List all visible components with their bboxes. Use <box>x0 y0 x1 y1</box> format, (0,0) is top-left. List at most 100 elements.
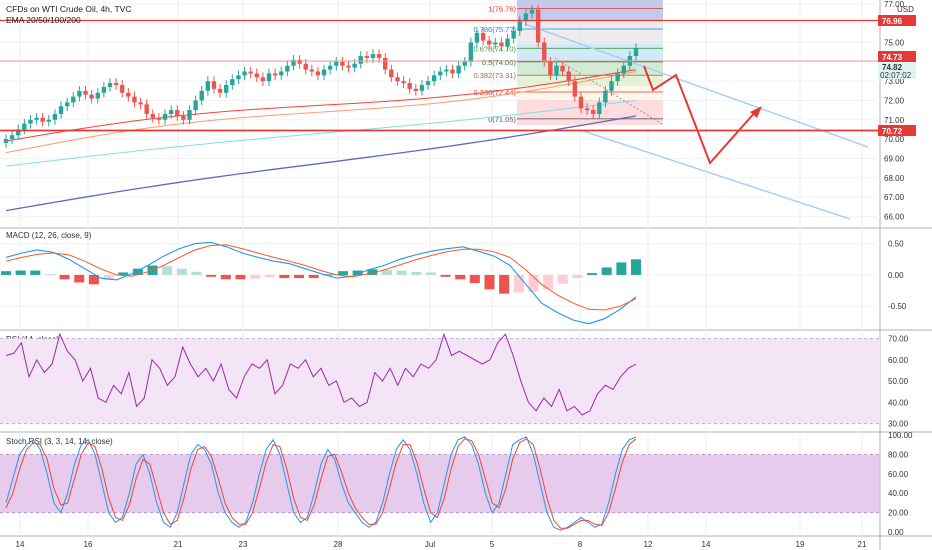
macd-hist-bar <box>118 272 129 275</box>
macd-hist-bar <box>381 269 392 275</box>
candle-body <box>511 30 516 39</box>
macd-hist-bar <box>264 274 275 278</box>
macd-hist-bar <box>132 268 143 275</box>
candle-body <box>175 110 180 116</box>
macd-hist-bar <box>396 270 407 275</box>
stoch-tick-label: 80.00 <box>888 450 909 459</box>
ema-lines <box>5 69 637 212</box>
ema-line <box>5 100 637 167</box>
candle-body <box>499 42 504 47</box>
candle-body <box>389 69 394 78</box>
macd-hist-bar <box>572 274 583 279</box>
macd-hist-bar <box>425 272 436 275</box>
candle-body <box>120 85 125 93</box>
candle-body <box>578 96 584 109</box>
candle-body <box>95 92 100 99</box>
price-axis[interactable]: 66.00 67.00 68.00 69.00 70.00 71.00 72.00 73.00… <box>884 0 913 537</box>
candle-body <box>254 73 259 78</box>
candle-body <box>138 102 143 105</box>
candle-body <box>609 81 614 91</box>
candle-body <box>383 57 388 70</box>
rsi-line <box>5 332 637 416</box>
fib-level-label: 0.382(73.31) <box>473 71 516 80</box>
candle-body <box>236 75 241 80</box>
candle-body <box>187 110 192 120</box>
candle-body <box>493 42 498 45</box>
time-tick-label: 19 <box>796 540 805 549</box>
candle-body <box>260 77 266 82</box>
dotted-trend-line <box>554 57 663 125</box>
candle-body <box>266 73 272 82</box>
macd-hist-bar <box>279 274 290 279</box>
ema-line <box>5 115 637 212</box>
fib-lines <box>517 8 663 120</box>
candle-body <box>46 119 52 122</box>
candle-body <box>89 94 94 99</box>
candle-body <box>480 32 486 41</box>
candle-body <box>529 9 535 14</box>
candle-body <box>566 71 571 82</box>
tag-lower-bg <box>878 125 916 136</box>
macd-hist-bar <box>191 271 202 275</box>
candle-body <box>590 110 596 114</box>
tag-lower: 70.72 <box>882 127 903 136</box>
candle-body <box>523 13 529 22</box>
time-tick-label: 14 <box>702 540 711 549</box>
candle-body <box>321 69 327 76</box>
price-pane[interactable]: 1(76.76)0.786(75.7?)0.6?8(74.70)0.5(74.0… <box>0 0 880 220</box>
candle-body <box>181 115 186 120</box>
candle-body <box>211 81 217 89</box>
macd-hist-bar <box>206 274 217 277</box>
stoch-tick-label: 100.00 <box>888 431 913 440</box>
candle-body <box>560 65 565 72</box>
candle-body <box>487 40 492 45</box>
ema-legend: EMA 20/50/100/200 <box>6 15 81 25</box>
time-tick-label: 21 <box>858 540 867 549</box>
candle-body <box>217 88 223 93</box>
tag-upper-bg <box>878 15 916 26</box>
macd-hist-bar <box>440 274 451 277</box>
fib-level-label: 0(71.05) <box>488 115 516 124</box>
macd-hist-bar <box>367 269 378 275</box>
stoch-rsi-pane[interactable] <box>0 436 880 531</box>
candle-body <box>535 9 541 43</box>
candle-body <box>554 65 559 76</box>
macd-pane[interactable] <box>1 241 641 325</box>
candle-body <box>22 123 27 130</box>
macd-hist-bar <box>513 274 524 293</box>
macd-hist-bar <box>235 274 246 280</box>
time-tick-label: 23 <box>239 540 248 549</box>
projection-arrow-path[interactable] <box>643 65 758 165</box>
fib-level-label: 0.786(75.7?) <box>473 25 516 34</box>
macd-hist-bar <box>499 274 510 294</box>
macd-hist-bar <box>1 271 11 275</box>
channel-upper-line[interactable] <box>524 23 869 148</box>
rsi-pane[interactable] <box>0 332 880 424</box>
candle-body <box>291 59 296 66</box>
tag-mid: 74.73 <box>882 53 903 62</box>
macd-hist-bar <box>337 271 348 275</box>
candle-body <box>168 110 174 114</box>
macd-hist-bar <box>616 262 627 275</box>
currency-label: USD <box>897 5 914 14</box>
candle-body <box>456 65 461 74</box>
candle-body <box>419 85 425 91</box>
time-tick-label: 12 <box>644 540 653 549</box>
candle-body <box>126 92 131 97</box>
candle-body <box>52 114 58 120</box>
time-tick-label: Jul <box>425 540 435 549</box>
candle-body <box>505 38 510 47</box>
macd-hist-bar <box>176 268 187 275</box>
stoch-tick-label: 0.00 <box>888 528 904 537</box>
macd-hist-bar <box>15 270 26 275</box>
fib-zone-6 <box>517 100 663 125</box>
macd-hist-bar <box>59 274 70 280</box>
time-axis[interactable]: 14 16 21 23 28 Jul 5 8 12 14 19 21 <box>16 540 867 549</box>
candle-body <box>193 100 198 111</box>
fib-zone-1 <box>517 21 663 44</box>
price-tick-label: 75.00 <box>884 39 905 48</box>
candle-body <box>113 83 119 86</box>
channel-lower-line[interactable] <box>579 129 851 220</box>
candle-body <box>34 117 39 120</box>
